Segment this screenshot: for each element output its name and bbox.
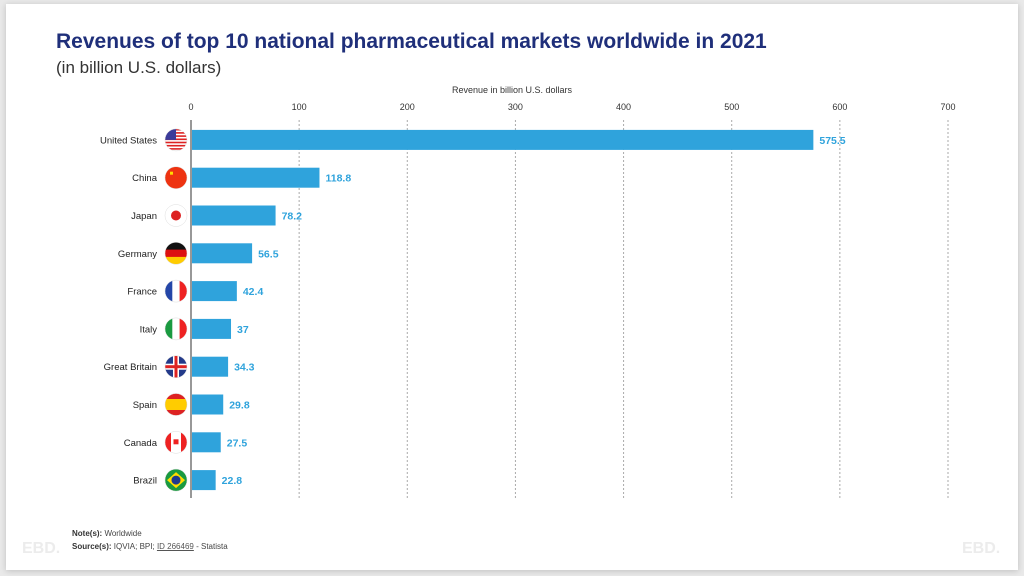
- bar: [192, 205, 276, 226]
- category-label: Canada: [124, 438, 158, 449]
- footer: Note(s): Worldwide Source(s): IQVIA; BPI…: [72, 527, 228, 553]
- x-tick-label: 0: [188, 102, 193, 112]
- category-label: Germany: [118, 249, 157, 260]
- bar: [192, 318, 232, 339]
- data-label: 29.8: [229, 400, 250, 412]
- category-label: France: [127, 287, 157, 298]
- x-tick-label: 700: [940, 102, 955, 112]
- source-line: Source(s): IQVIA; BPI; ID 266469 - Stati…: [72, 542, 228, 551]
- us-flag-icon: [164, 128, 188, 152]
- bar: [192, 432, 221, 453]
- source-id-link[interactable]: ID 266469: [156, 542, 194, 551]
- watermark-logo: EBD.: [962, 540, 1001, 557]
- watermark-logo: EBD.: [22, 540, 61, 557]
- data-label: 575.5: [819, 135, 845, 147]
- x-tick-label: 200: [400, 102, 415, 112]
- japan-flag-icon: [164, 204, 188, 227]
- canada-flag-icon: [164, 431, 188, 454]
- bar: [192, 470, 216, 491]
- brazil-flag-icon: [164, 468, 188, 492]
- note-line: Note(s): Worldwide: [72, 529, 142, 538]
- data-label: 37: [237, 324, 249, 336]
- data-label: 27.5: [227, 437, 248, 449]
- bar: [192, 167, 320, 188]
- category-label: United States: [100, 135, 157, 146]
- category-label: Italy: [140, 324, 158, 335]
- bar: [192, 243, 253, 264]
- data-label: 22.8: [222, 475, 243, 487]
- data-label: 118.8: [325, 173, 351, 185]
- chart-title: Revenues of top 10 national pharmaceutic…: [56, 30, 767, 53]
- x-tick-label: 600: [832, 102, 847, 112]
- bar: [192, 281, 237, 302]
- italy-flag-icon: [164, 317, 188, 341]
- bar: [192, 129, 814, 150]
- china-flag-icon: [164, 166, 188, 189]
- bar: [192, 356, 229, 377]
- data-label: 78.2: [282, 211, 303, 223]
- x-tick-label: 500: [724, 102, 739, 112]
- x-tick-label: 100: [292, 102, 307, 112]
- category-label: Spain: [133, 400, 157, 411]
- category-label: Brazil: [133, 476, 157, 487]
- category-label: China: [132, 173, 158, 184]
- uk-flag-icon: [164, 355, 188, 378]
- x-axis-title: Revenue in billion U.S. dollars: [451, 85, 573, 95]
- category-label: Great Britain: [104, 362, 157, 373]
- x-tick-label: 300: [508, 102, 523, 112]
- spain-flag-icon: [164, 393, 188, 416]
- chart-subtitle: (in billion U.S. dollars): [56, 58, 222, 77]
- x-tick-label: 400: [616, 102, 631, 112]
- bar: [192, 394, 224, 415]
- data-label: 56.5: [258, 248, 279, 260]
- data-label: 34.3: [234, 362, 255, 374]
- germany-flag-icon: [164, 242, 188, 265]
- data-label: 42.4: [243, 286, 264, 298]
- france-flag-icon: [164, 279, 188, 303]
- category-label: Japan: [131, 211, 157, 222]
